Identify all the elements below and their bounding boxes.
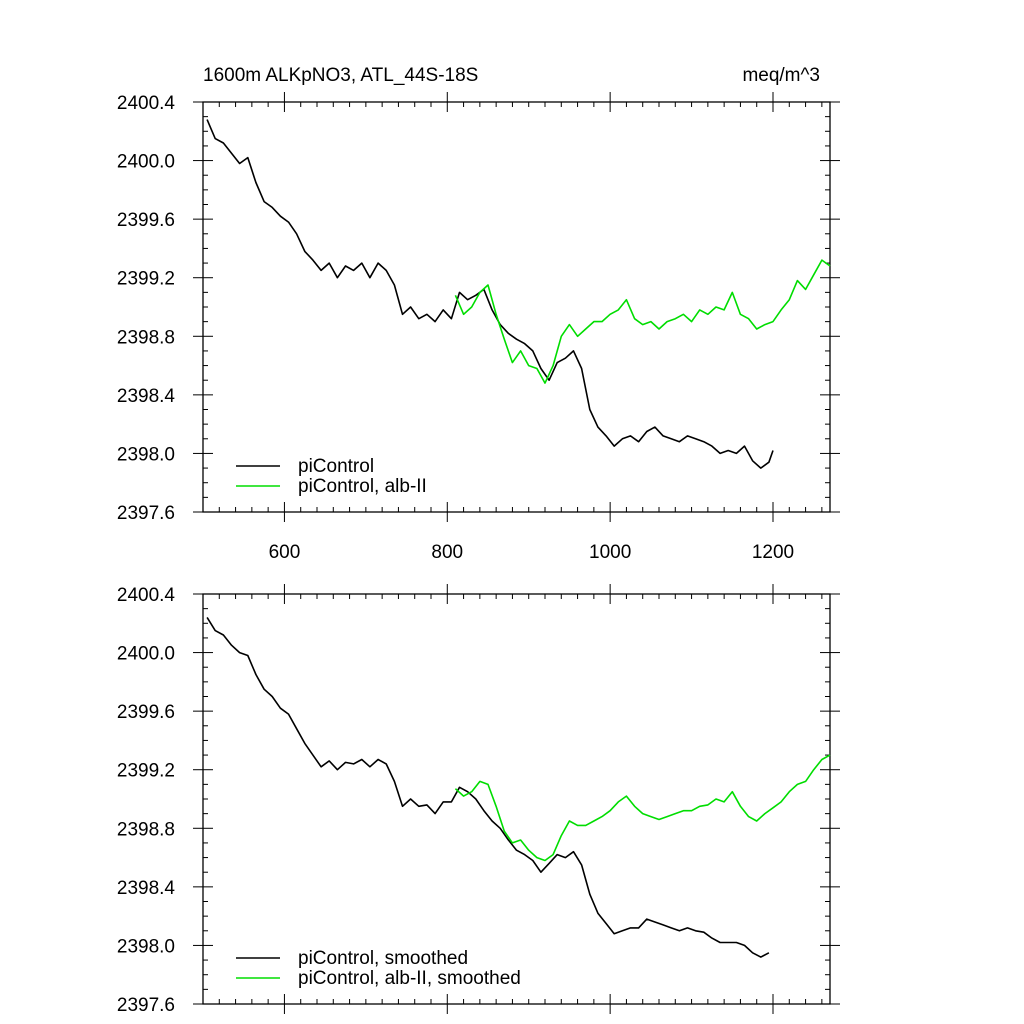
y-tick-label: 2398.4 (117, 386, 176, 407)
y-tick-label: 2399.2 (117, 761, 175, 782)
series-line-2 (454, 754, 831, 862)
x-tick-label: 800 (431, 542, 463, 563)
series-line-1 (206, 119, 774, 469)
y-tick-label: 2398.8 (117, 327, 175, 348)
y-tick-label: 2398.4 (117, 878, 176, 899)
y-tick-label: 2398.0 (117, 444, 175, 465)
y-tick-label: 2400.0 (117, 644, 175, 665)
x-tick-label: 1000 (589, 542, 631, 563)
top-panel: 600 800 1000 1200 2400.4 2400.0 2399.6 2399.2 23… (117, 92, 840, 563)
x-tick-label: 1200 (752, 542, 794, 563)
y-tick-label: 2397.6 (117, 503, 175, 524)
legend-label: piControl, alb-II, smoothed (298, 968, 521, 989)
y-tick-label: 2398.8 (117, 819, 175, 840)
x-tick-label: 600 (269, 542, 301, 563)
y-tick-label: 2400.4 (117, 585, 176, 606)
y-tick-label: 2400.4 (117, 93, 176, 114)
y-tick-label: 2399.6 (117, 210, 175, 231)
y-tick-label: 2398.0 (117, 936, 175, 957)
chart-title-right: meq/m^3 (742, 65, 820, 86)
bottom-panel: 2400.4 2400.0 2399.6 2399.2 2398.8 2398.4 2398… (117, 584, 840, 1016)
legend-label: piControl (298, 456, 374, 477)
series-line-2 (454, 259, 831, 384)
legend-label: piControl, smoothed (298, 948, 468, 969)
series-line-1 (206, 616, 770, 958)
y-tick-label: 2399.2 (117, 269, 175, 290)
chart-title-left: 1600m ALKpNO3, ATL_44S-18S (203, 65, 478, 86)
y-tick-label: 2399.6 (117, 702, 175, 723)
y-tick-label: 2400.0 (117, 152, 175, 173)
y-tick-label: 2397.6 (117, 995, 175, 1016)
legend-label: piControl, alb-II (298, 476, 427, 497)
plot-frame (202, 101, 831, 513)
